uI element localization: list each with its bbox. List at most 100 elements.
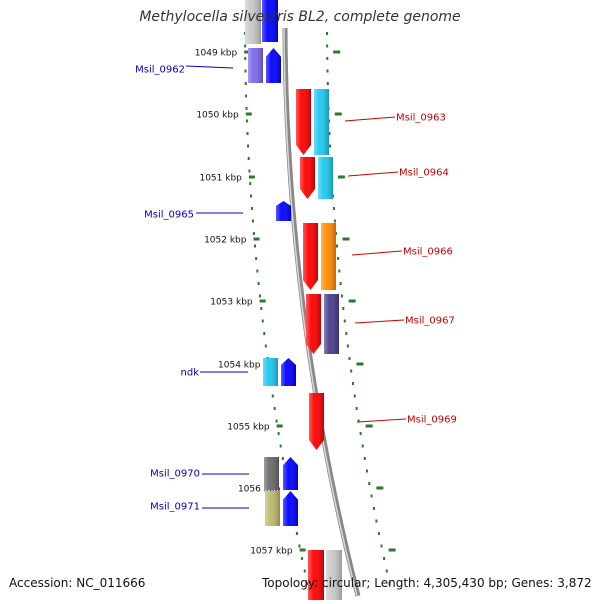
left-ring-dot [277, 432, 280, 435]
gene-arrow-Msil_0963[interactable] [296, 89, 311, 155]
left-ring-dot [247, 157, 250, 160]
right-ring-dot [335, 244, 338, 248]
gene-arrow-Msil_0969[interactable] [309, 393, 324, 450]
gene-label-Msil_0969[interactable]: Msil_0969 [407, 415, 457, 426]
gene-label-Msil_0970[interactable]: Msil_0970 [150, 469, 200, 480]
right-ring-dot [332, 194, 335, 198]
gene-label-Msil_0964[interactable]: Msil_0964 [399, 168, 449, 179]
right-ring-dot [346, 344, 349, 348]
left-ring-dot [281, 457, 284, 460]
left-ring-dot [253, 244, 256, 248]
major-tick-right [334, 112, 342, 116]
major-tick-right [388, 548, 396, 552]
right-ring-dot [342, 307, 345, 310]
left-ring-dot [295, 532, 298, 535]
topology-text: Topology: circular; Length: 4,305,430 bp… [262, 576, 592, 590]
right-ring-dot [355, 407, 358, 410]
left-ring-dot [273, 407, 276, 410]
right-ring-dot [333, 219, 336, 223]
right-ring-dot [338, 269, 341, 273]
tick-label: 1049 kbp [195, 49, 238, 59]
right-ring-dot [326, 44, 329, 48]
gene-arrow-Msil_0967[interactable] [324, 294, 339, 354]
left-ring-dot [245, 119, 248, 123]
gene-label-leader [185, 65, 234, 69]
gene-arrow-Msil_0964[interactable] [300, 157, 315, 199]
gene-arrow-Msil_0964[interactable] [318, 157, 333, 199]
partial-gene-bottom-gray[interactable] [326, 550, 342, 600]
right-ring-dot [372, 507, 375, 510]
gene-arrow-Msil_0967[interactable] [306, 294, 321, 354]
gene-arrow-ndk[interactable] [263, 358, 278, 386]
left-ring-dot [298, 544, 301, 548]
right-ring-dot [370, 494, 373, 498]
gene-label-Msil_0965[interactable]: Msil_0965 [144, 210, 194, 221]
map-title: Methylocella silvestris BL2, complete ge… [139, 9, 461, 25]
gene-arrow-Msil_0971[interactable] [283, 491, 298, 526]
right-ring-dot [340, 294, 343, 298]
gene-arrow-Msil_0963[interactable] [314, 89, 329, 155]
right-ring-dot [332, 207, 335, 210]
right-ring-dot [326, 32, 329, 35]
gene-label-leader [354, 319, 405, 324]
left-ring-dot [256, 269, 259, 273]
tick-label: 1055 kbp [227, 423, 270, 433]
right-ring-dot [388, 582, 391, 585]
left-ring-dot [244, 44, 247, 48]
left-ring-dot [248, 169, 251, 173]
left-ring-dot [247, 144, 250, 148]
gene-arrow-Msil_0966[interactable] [321, 223, 336, 290]
gene-label-Msil_0967[interactable]: Msil_0967 [405, 316, 455, 327]
right-ring-dot [368, 482, 371, 485]
gene-layer [245, 0, 342, 600]
gene-arrow-Msil_0971[interactable] [265, 491, 280, 526]
right-ring-dot [326, 57, 329, 60]
right-ring-dot [343, 319, 346, 323]
tick-layer: 1049 kbp 1050 kbp 1051 kbp 1052 kbp 1053 kbp… [195, 49, 396, 557]
left-ring-dot [246, 132, 249, 135]
right-ring-dot [383, 557, 386, 560]
gene-label-Msil_0971[interactable]: Msil_0971 [150, 502, 200, 513]
right-ring-dot [326, 69, 329, 73]
major-tick-right [342, 237, 350, 241]
gene-arrow-Msil_0970[interactable] [283, 457, 298, 490]
left-ring-dot [244, 82, 247, 85]
gene-arrow-Msil_0966[interactable] [303, 223, 318, 290]
major-tick-left [244, 50, 251, 54]
major-tick-left [245, 112, 252, 116]
gene-arrow-Msil_0962[interactable] [248, 48, 263, 83]
partial-gene-top-gray[interactable] [245, 0, 261, 44]
major-tick-right [365, 424, 373, 428]
right-ring-dot [359, 432, 362, 435]
partial-gene-top-blue[interactable] [262, 0, 278, 42]
left-ring-dot [303, 569, 306, 573]
gene-label-Msil_0963[interactable]: Msil_0963 [396, 113, 446, 124]
left-ring-dot [271, 394, 274, 398]
right-ring-dot [357, 419, 360, 423]
gene-arrow-Msil_0962[interactable] [266, 48, 281, 83]
genome-backbone [282, 27, 361, 597]
gene-arrow-Msil_0965[interactable] [276, 201, 291, 221]
right-ring-dot [350, 369, 353, 373]
right-ring-dot [375, 519, 378, 523]
gene-label-leader [347, 171, 399, 177]
gene-label-Msil_0962[interactable]: Msil_0962 [135, 65, 185, 76]
gene-arrow-ndk[interactable] [281, 358, 296, 386]
right-ring-dot [326, 82, 329, 85]
right-ring-dot [363, 457, 366, 460]
gene-arrow-Msil_0970[interactable] [264, 457, 279, 490]
right-ring-dot [337, 257, 340, 260]
gene-label-leader [356, 418, 407, 423]
partial-gene-bottom-red[interactable] [308, 550, 324, 600]
left-ring-dot [306, 582, 309, 585]
major-tick-right [337, 175, 345, 179]
gene-label-Msil_0966[interactable]: Msil_0966 [403, 247, 453, 258]
tick-label: 1051 kbp [199, 174, 242, 184]
major-tick-right [333, 50, 341, 54]
major-tick-left [259, 299, 266, 303]
right-ring-dot [361, 444, 364, 448]
gene-label-ndk[interactable]: ndk [181, 368, 200, 379]
right-ring-dot [348, 357, 351, 360]
